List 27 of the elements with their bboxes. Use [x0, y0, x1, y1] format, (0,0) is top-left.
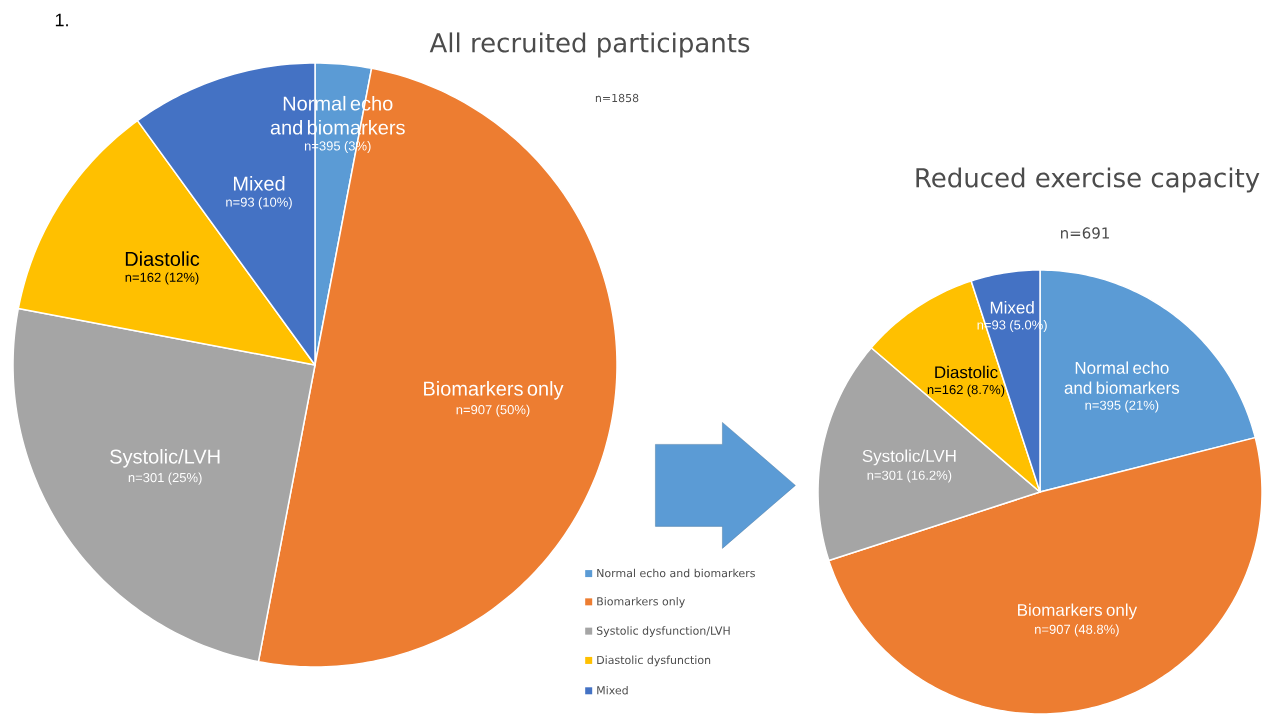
- data-label: n=395 (21%): [1085, 400, 1159, 413]
- slice-label: Mixed: [990, 301, 1034, 314]
- data-label: n=93 (10%): [226, 197, 292, 210]
- legend-label: Normal echo and biomarkers: [597, 568, 755, 578]
- data-label: n=162 (8.7%): [927, 384, 1005, 397]
- data-label: n=301 (16.2%): [867, 470, 952, 483]
- legend-label: Biomarkers only: [597, 597, 685, 608]
- text: Mixed: [233, 176, 285, 191]
- slice-label: Systolic/LVH: [862, 449, 956, 466]
- data-label: n=907 (50%): [456, 404, 530, 417]
- data-label: n=301 (25%): [128, 472, 202, 485]
- data-label: n=162 (12%): [125, 272, 199, 285]
- text: Biomarkers only: [424, 381, 564, 400]
- chart-subtitle: n=691: [1061, 227, 1109, 239]
- slice-label: Diastolic: [935, 365, 998, 379]
- slice-label: Normal echo and biomarkers: [1064, 361, 1180, 395]
- text: 1.: [55, 13, 68, 27]
- chart-title: Reduced exercise capacity: [916, 167, 1260, 193]
- legend-label: Diastolic dysfunction: [597, 655, 711, 667]
- text: n=1858: [595, 93, 639, 103]
- legend-label: Mixed: [597, 686, 628, 695]
- text: Systolic/LVH: [110, 449, 220, 468]
- legend-label: Systolic dysfunction/LVH: [596, 626, 730, 638]
- data-label: n=907 (48.8%): [1035, 624, 1119, 637]
- slice-label: Biomarkers only: [1018, 603, 1138, 620]
- chart-title: All recruited participants: [429, 32, 750, 58]
- text: Diastolic: [125, 251, 200, 267]
